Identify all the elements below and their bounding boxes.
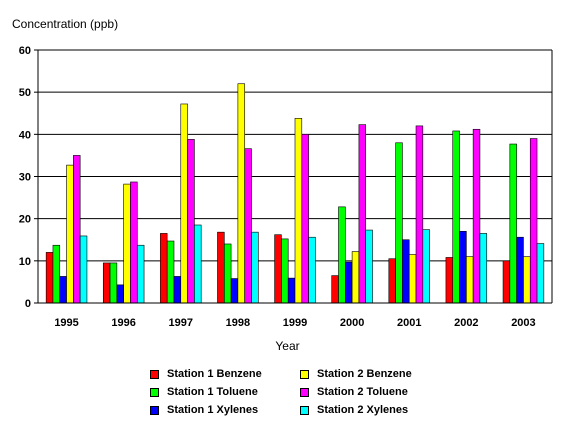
bar <box>536 243 545 304</box>
legend-swatch <box>150 369 159 379</box>
legend-item: Station 1 Xylenes <box>150 403 258 417</box>
legend-item: Station 2 Xylenes <box>300 403 408 417</box>
bar <box>331 275 339 304</box>
bar <box>523 256 531 304</box>
legend-swatch <box>150 405 159 415</box>
x-axis-label: Year <box>275 339 300 353</box>
x-tick-label: 2002 <box>454 317 478 329</box>
bar <box>415 125 424 304</box>
bar <box>301 134 309 304</box>
bar <box>102 262 111 304</box>
bar <box>452 130 460 304</box>
legend-swatch <box>300 369 309 379</box>
bar <box>136 244 145 304</box>
legend-item: Station 1 Toluene <box>150 385 258 399</box>
bar <box>187 139 195 304</box>
legend-label: Station 2 Toluene <box>317 386 408 398</box>
x-tick-label: 1999 <box>283 317 307 329</box>
legend-label: Station 2 Xylenes <box>317 404 409 416</box>
bar <box>472 128 481 304</box>
bar <box>445 257 454 304</box>
bar <box>338 206 346 304</box>
bar <box>516 236 524 304</box>
legend-item: Station 1 Benzene <box>150 367 262 381</box>
bar <box>502 260 511 304</box>
x-tick-label: 1997 <box>169 317 193 329</box>
legend-item: Station 2 Toluene <box>300 385 408 399</box>
bar <box>509 143 517 304</box>
bar <box>45 252 54 304</box>
bar <box>479 233 488 304</box>
y-tick-label: 50 <box>19 87 31 99</box>
bar <box>358 124 367 304</box>
bar <box>166 240 175 304</box>
bar <box>294 118 303 304</box>
bar <box>160 233 168 304</box>
bar <box>274 234 282 304</box>
bar <box>116 284 124 304</box>
bar <box>529 138 538 304</box>
bar <box>223 243 232 304</box>
bar <box>66 164 74 304</box>
bar <box>388 258 396 304</box>
y-tick-label: 0 <box>25 298 31 310</box>
bar <box>408 254 417 304</box>
y-axis-label: Concentration (ppb) <box>12 17 119 31</box>
bar <box>281 238 289 304</box>
legend-label: Station 1 Xylenes <box>167 404 259 416</box>
x-tick-label: 1998 <box>226 317 250 329</box>
legend: Station 1 Benzene Station 1 Toluene Statio… <box>145 367 445 423</box>
bar <box>251 231 259 304</box>
bar <box>466 256 474 304</box>
x-tick-label: 2003 <box>511 317 535 329</box>
y-tick-label: 60 <box>19 45 31 57</box>
legend-label: Station 2 Benzene <box>317 368 412 380</box>
bar <box>123 183 131 304</box>
x-tick-label: 1995 <box>54 317 78 329</box>
bar <box>194 224 202 304</box>
x-tick-label: 1996 <box>111 317 135 329</box>
plot-area: 0 10 20 30 40 50 60 1995 1996 1997 1998 1999 2000 200… <box>19 45 553 329</box>
bar <box>73 155 81 304</box>
bar <box>180 103 188 304</box>
bar <box>351 251 360 304</box>
bar <box>230 278 239 304</box>
legend-swatch <box>300 387 309 397</box>
bar <box>287 277 296 304</box>
bar <box>79 235 88 304</box>
y-tick-label: 40 <box>19 129 31 141</box>
bar <box>217 231 225 304</box>
legend-item: Station 2 Benzene <box>300 367 412 381</box>
bar <box>237 83 245 304</box>
legend-label: Station 1 Toluene <box>167 386 258 398</box>
bar <box>173 276 182 304</box>
bar <box>459 231 467 304</box>
legend-label: Station 1 Benzene <box>167 368 262 380</box>
bar <box>130 181 138 304</box>
y-tick-label: 20 <box>19 214 31 226</box>
x-tick-label: 2001 <box>397 317 421 329</box>
legend-swatch <box>300 405 309 415</box>
bar <box>422 229 430 304</box>
bar <box>395 142 403 304</box>
bar <box>52 244 61 304</box>
bar <box>59 276 67 304</box>
bar <box>365 229 373 304</box>
x-tick-label: 2000 <box>340 317 364 329</box>
bar <box>402 239 410 304</box>
y-tick-label: 30 <box>19 172 31 184</box>
bar <box>109 262 118 304</box>
bar <box>308 236 316 304</box>
bar <box>345 261 353 304</box>
y-tick-label: 10 <box>19 256 31 268</box>
legend-swatch <box>150 387 159 397</box>
bar <box>244 148 252 304</box>
